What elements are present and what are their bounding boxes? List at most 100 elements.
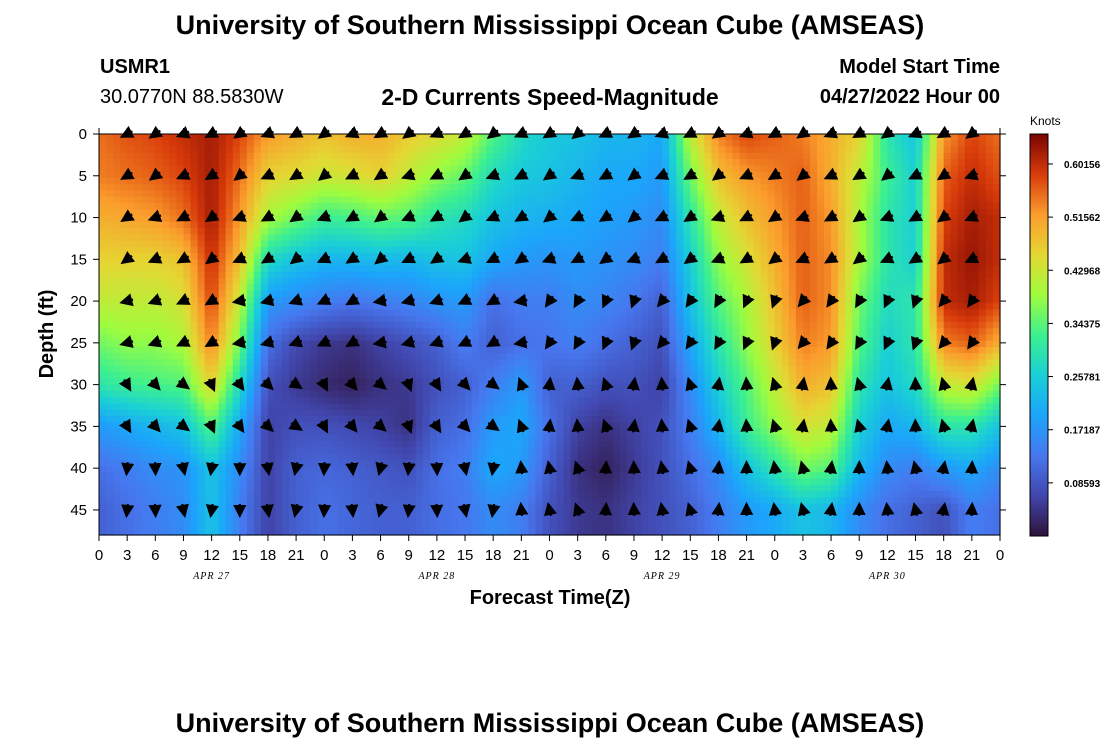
speed-cell [352,321,361,329]
speed-cell [528,265,537,273]
speed-cell [894,140,903,148]
speed-cell [964,359,973,367]
speed-cell [648,159,656,166]
speed-cell [662,309,670,317]
speed-cell [155,159,163,166]
speed-cell [690,177,698,185]
speed-cell [486,284,494,292]
speed-cell [641,284,649,292]
speed-cell [915,134,924,141]
speed-cell [148,196,156,204]
speed-cell [556,177,565,185]
speed-cell [197,165,206,173]
speed-cell [493,284,501,292]
speed-cell [563,321,572,329]
speed-cell [493,259,501,267]
speed-cell [591,215,600,223]
speed-cell [655,278,663,285]
speed-cell [725,209,734,217]
speed-cell [394,159,403,166]
speed-cell [760,309,769,317]
speed-cell [106,184,114,191]
speed-cell [655,284,663,292]
speed-cell [662,271,670,279]
speed-cell [950,140,959,148]
speed-cell [204,221,213,229]
speed-cell [528,284,537,292]
speed-cell [380,234,389,242]
speed-cell [718,365,727,373]
speed-cell [718,315,727,323]
speed-cell [732,165,741,173]
speed-cell [929,215,938,223]
speed-cell [824,321,832,329]
speed-cell [232,365,241,373]
speed-cell [528,253,537,260]
speed-cell [176,359,185,367]
speed-cell [641,347,649,354]
speed-cell [443,303,452,311]
speed-cell [535,359,544,367]
speed-cell [655,221,663,229]
speed-cell [760,271,769,279]
speed-cell [732,353,741,361]
speed-cell [394,227,403,235]
speed-cell [591,246,600,254]
speed-cell [289,221,297,229]
speed-cell [549,184,558,191]
speed-cell [633,240,642,248]
speed-cell [584,227,593,235]
speed-cell [183,246,192,254]
speed-cell [486,152,494,160]
speed-cell [838,165,846,173]
speed-cell [225,202,234,210]
speed-cell [915,196,924,204]
speed-cell [528,165,537,173]
speed-cell [971,202,980,210]
speed-cell [246,184,255,191]
speed-cell [345,202,354,210]
speed-cell [641,334,649,342]
speed-cell [141,202,149,210]
speed-cell [824,234,832,242]
speed-cell [338,290,346,298]
speed-cell [120,372,128,379]
speed-cell [472,221,480,229]
speed-cell [345,271,354,279]
speed-cell [535,146,544,154]
speed-cell [908,140,917,148]
speed-cell [134,284,142,292]
speed-cell [528,353,537,361]
speed-cell [809,365,818,373]
speed-cell [767,152,776,160]
speed-cell [612,321,621,329]
speed-cell [873,271,881,279]
speed-cell [211,271,220,279]
speed-cell [479,234,487,242]
speed-cell [493,347,501,354]
speed-cell [169,209,178,217]
speed-cell [190,165,199,173]
speed-cell [507,165,515,173]
speed-cell [352,246,361,254]
speed-cell [401,347,410,354]
speed-cell [225,353,234,361]
speed-cell [345,190,354,198]
speed-cell [324,152,332,160]
speed-cell [767,234,776,242]
speed-cell [845,284,853,292]
speed-cell [739,234,748,242]
speed-cell [120,315,128,323]
speed-cell [915,221,924,229]
speed-cell [739,278,748,285]
speed-cell [901,165,910,173]
speed-cell [781,372,790,379]
speed-cell [598,271,607,279]
speed-cell [711,290,720,298]
speed-cell [992,171,1001,179]
speed-cell [373,221,382,229]
speed-cell [310,165,318,173]
speed-cell [746,309,755,317]
speed-cell [443,209,452,217]
speed-cell [507,177,515,185]
